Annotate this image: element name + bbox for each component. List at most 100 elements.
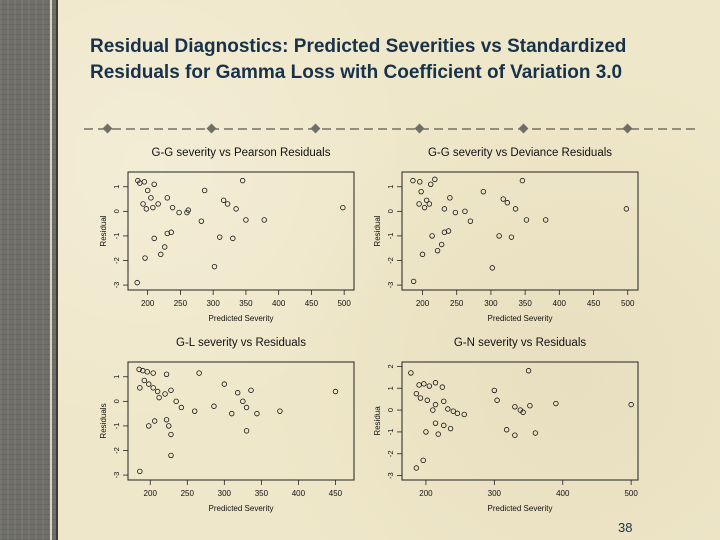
scatter-point — [452, 209, 459, 216]
scatter-point — [151, 418, 158, 424]
scatter-point — [162, 391, 168, 397]
plot-gn-residuals: G-N severity vs Residuals 200 300 400 500 -3 -… — [373, 337, 639, 513]
scatter-point — [434, 247, 441, 254]
scatter-point — [230, 235, 236, 242]
x-tick-label: 250 — [181, 489, 195, 498]
scatter-point — [185, 207, 191, 213]
y-tick-label: -3 — [386, 282, 395, 289]
scatter-point — [421, 381, 427, 387]
x-tick-label: 300 — [488, 489, 502, 498]
x-tick-label: 400 — [292, 489, 306, 498]
scatter-point — [151, 181, 157, 187]
scatter-point — [408, 370, 414, 376]
scatter-point — [240, 398, 246, 405]
scatter-point — [144, 369, 150, 375]
divider-diamond — [206, 123, 217, 134]
x-axis-label: Predicted Severity — [209, 504, 274, 513]
scatter-point — [432, 420, 439, 426]
scatter-point — [140, 201, 146, 207]
scatter-point — [462, 208, 468, 215]
plot-gg-pearson: G-G severity vs Pearson Residuals 200 250 3… — [99, 147, 355, 323]
scatter-point — [142, 255, 148, 261]
y-tick-label: 1 — [112, 185, 121, 189]
y-tick-label: -3 — [112, 282, 121, 289]
scatter-point — [146, 423, 152, 429]
y-tick-label: -1 — [112, 423, 121, 430]
scatter-point — [261, 217, 267, 223]
scatter-point — [416, 201, 422, 207]
scatter-point — [211, 263, 218, 270]
plot-title: G-G severity vs Deviance Residuals — [428, 147, 612, 159]
scatter-point — [229, 410, 235, 417]
scatter-point — [429, 233, 435, 239]
scatter-point — [519, 177, 526, 184]
scatter-point — [623, 206, 630, 212]
plot-frame — [401, 171, 639, 291]
scatter-point — [532, 430, 539, 436]
scatter-point — [137, 385, 143, 391]
plot-frame — [127, 171, 355, 291]
scatter-point — [500, 196, 506, 202]
scatter-point — [441, 422, 447, 429]
scatter-point — [450, 408, 457, 414]
scatter-point — [211, 403, 217, 409]
scatter-point — [136, 366, 142, 373]
scatter-point — [196, 370, 202, 376]
scatter-point — [168, 452, 174, 459]
x-axis-label: Predicted Severity — [488, 314, 553, 323]
scatter-point — [432, 380, 439, 386]
scatter-point — [423, 429, 429, 435]
scatter-point — [445, 228, 452, 234]
scatter-point — [248, 387, 254, 393]
scatter-point — [467, 218, 474, 224]
decorative-divider — [84, 123, 700, 134]
x-tick-label: 400 — [553, 299, 567, 308]
scatter-point — [137, 468, 143, 475]
y-axis-label: Residual — [99, 215, 108, 246]
scatter-point — [168, 431, 174, 438]
scatter-point — [461, 411, 467, 418]
scatter-point — [628, 401, 634, 408]
scatter-point — [523, 217, 530, 223]
scatter-point — [421, 204, 428, 211]
x-tick-label: 350 — [239, 299, 253, 308]
scatter-point — [156, 394, 162, 401]
scatter-point — [146, 381, 152, 387]
x-tick-label: 250 — [450, 299, 464, 308]
scatter-point — [432, 401, 439, 408]
scatter-point — [525, 368, 532, 374]
scatter-point — [496, 233, 502, 239]
scatter-point — [144, 187, 151, 194]
y-tick-label: 1 — [386, 185, 395, 189]
scatter-point — [340, 204, 346, 211]
y-axis-label: Residuals — [99, 403, 108, 438]
scatter-point — [508, 234, 515, 240]
scatter-point — [439, 384, 446, 390]
scatter-point — [143, 206, 150, 212]
scatter-point — [504, 200, 511, 206]
y-tick-label: 0 — [112, 399, 121, 403]
scatter-point — [178, 404, 185, 411]
scatter-point — [418, 188, 424, 195]
scatter-point — [173, 398, 179, 405]
y-tick-label: 1 — [386, 386, 395, 390]
scatter-point — [141, 179, 148, 185]
scatter-point — [494, 397, 500, 403]
plot-title: G-L severity vs Residuals — [176, 337, 306, 349]
plot-title: G-N severity vs Residuals — [454, 337, 587, 349]
scatter-point — [163, 371, 170, 377]
y-tick-label: -1 — [112, 233, 121, 240]
x-axis-label: Predicted Severity — [209, 314, 274, 323]
y-tick-label: -1 — [386, 429, 395, 436]
x-tick-label: 200 — [141, 299, 155, 308]
x-tick-label: 200 — [144, 489, 158, 498]
x-tick-label: 250 — [174, 299, 188, 308]
page-number: 38 — [618, 520, 633, 535]
scatter-point — [420, 457, 426, 464]
scatter-point — [413, 390, 420, 397]
x-tick-label: 400 — [556, 489, 570, 498]
x-tick-label: 500 — [337, 299, 351, 308]
scatter-point — [432, 176, 438, 183]
scatter-point — [480, 188, 487, 195]
scatter-point — [150, 385, 156, 391]
